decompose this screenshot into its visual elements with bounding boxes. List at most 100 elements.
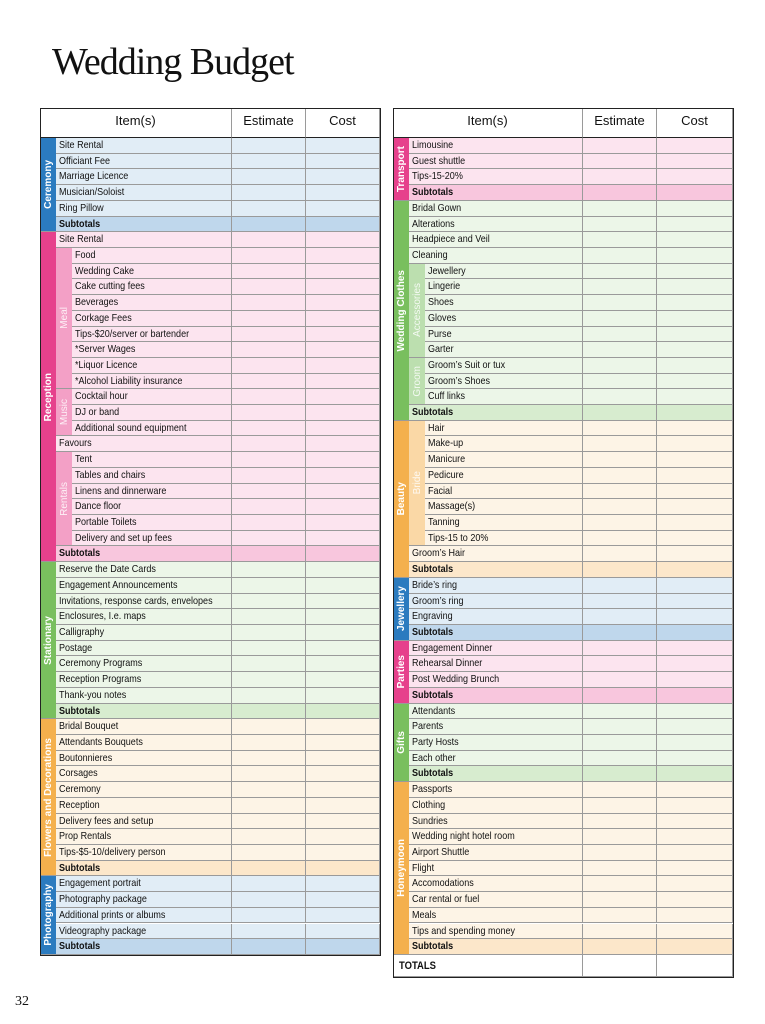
section-label: Bride <box>409 420 425 547</box>
totals-value-cell <box>657 954 733 977</box>
item-cell: Ceremony <box>56 782 232 798</box>
item-cell: Dance floor <box>72 499 232 516</box>
text: Enclosures, I.e. maps <box>59 610 146 623</box>
cost-cell <box>306 939 380 955</box>
estimate-cell <box>583 530 657 547</box>
estimate-cell <box>232 876 306 893</box>
page-title: Wedding Budget <box>52 41 295 83</box>
item-cell: Lingerie <box>425 279 583 296</box>
item-cell: Enclosures, I.e. maps <box>56 609 232 625</box>
estimate-cell <box>232 656 306 673</box>
cost-cell <box>657 515 733 531</box>
text: Attendants <box>412 704 456 717</box>
item-cell: Subtotals <box>409 185 583 201</box>
section-label: Meal <box>56 247 72 390</box>
item-cell: Reserve the Date Cards <box>56 562 232 578</box>
cost-cell <box>657 247 733 264</box>
cost-cell <box>657 892 733 908</box>
text: Invitations, response cards, envelopes <box>59 594 213 607</box>
cost-cell <box>306 483 380 500</box>
item-cell: Engagement portrait <box>56 876 232 893</box>
text: Massage(s) <box>428 500 476 513</box>
label-text: Accessories <box>411 283 423 338</box>
cost-cell <box>306 719 380 735</box>
cost-cell <box>657 687 733 704</box>
cost-cell <box>306 138 380 154</box>
text: Videography package <box>59 924 147 937</box>
item-cell: Attendants <box>409 703 583 720</box>
estimate-cell <box>232 310 306 327</box>
cost-cell <box>657 169 733 186</box>
text: Post Wedding Brunch <box>412 673 500 686</box>
item-cell: Engraving <box>409 609 583 625</box>
text: Marriage Licence <box>59 170 129 183</box>
cost-cell <box>657 138 733 154</box>
estimate-cell <box>232 766 306 783</box>
estimate-cell <box>232 593 306 610</box>
item-cell: Flight <box>409 860 583 877</box>
cost-cell <box>657 279 733 296</box>
cost-cell <box>306 420 380 437</box>
item-cell: Clothing <box>409 797 583 814</box>
item-cell: Hair <box>425 420 583 437</box>
item-cell: Portable Toilets <box>72 515 232 531</box>
text: Reception <box>59 798 100 811</box>
item-cell: Groom’s ring <box>409 593 583 610</box>
cost-cell <box>657 467 733 484</box>
page-number: 32 <box>15 994 29 1009</box>
estimate-cell <box>583 200 657 217</box>
cost-cell <box>657 734 733 751</box>
cost-cell <box>306 892 380 908</box>
estimate-cell <box>583 420 657 437</box>
label-text: Jewellery <box>395 586 407 632</box>
item-cell: Subtotals <box>409 939 583 955</box>
text: Subtotals <box>59 217 101 230</box>
item-cell: Photography package <box>56 892 232 908</box>
estimate-cell <box>583 310 657 327</box>
cost-cell <box>657 609 733 625</box>
cost-cell <box>306 829 380 845</box>
item-cell: Subtotals <box>409 625 583 641</box>
item-cell: Tips-15-20% <box>409 169 583 186</box>
text: Ceremony Programs <box>59 657 143 670</box>
item-cell: Prop Rentals <box>56 829 232 845</box>
text: Bridal Gown <box>412 201 462 214</box>
text: Flight <box>412 861 435 874</box>
text: Headpiece and Veil <box>412 233 490 246</box>
text: Ring Pillow <box>59 201 104 214</box>
cost-cell <box>306 844 380 861</box>
text: Make-up <box>428 437 464 450</box>
cost-cell <box>306 640 380 657</box>
item-cell: Each other <box>409 750 583 767</box>
column-header: Item(s) <box>40 108 232 138</box>
cost-cell <box>657 405 733 421</box>
estimate-cell <box>232 436 306 453</box>
label-text: Honeymoon <box>395 839 407 897</box>
label-text: Beauty <box>395 482 407 516</box>
estimate-cell <box>583 467 657 484</box>
cost-cell <box>657 295 733 311</box>
text: Shoes <box>428 296 454 309</box>
item-cell: Reception Programs <box>56 672 232 688</box>
estimate-cell <box>232 263 306 280</box>
cost-cell <box>306 169 380 186</box>
item-cell: Pedicure <box>425 467 583 484</box>
item-cell: Bridal Bouquet <box>56 719 232 735</box>
estimate-cell <box>583 625 657 641</box>
text: Groom’s Hair <box>412 547 466 560</box>
item-cell: Accomodations <box>409 876 583 893</box>
item-cell: Tips-$20/server or bartender <box>72 326 232 343</box>
estimate-cell <box>583 829 657 845</box>
cost-cell <box>657 263 733 280</box>
text: Engagement portrait <box>59 877 141 890</box>
cost-cell <box>657 829 733 845</box>
item-cell: Engagement Announcements <box>56 577 232 594</box>
estimate-cell <box>232 672 306 688</box>
cost-cell <box>657 703 733 720</box>
text: Beverages <box>75 296 119 309</box>
cost-cell <box>657 656 733 673</box>
cost-cell <box>657 625 733 641</box>
cost-cell <box>306 656 380 673</box>
label-text: Bride <box>411 471 423 495</box>
